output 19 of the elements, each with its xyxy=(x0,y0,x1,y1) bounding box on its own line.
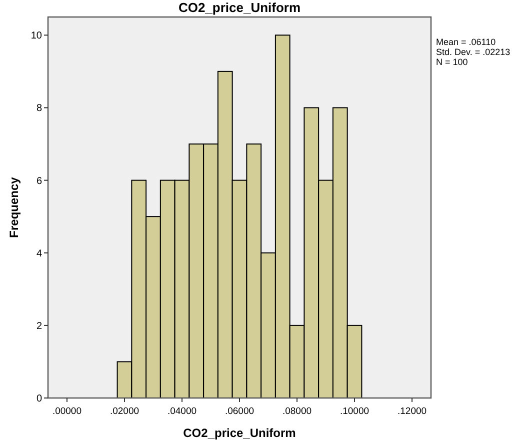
y-tick-label: 4 xyxy=(36,248,42,260)
x-tick-label: .04000 xyxy=(167,406,197,417)
y-tick-label: 2 xyxy=(36,320,42,332)
x-tick-label: .02000 xyxy=(110,406,140,417)
x-tick-label: .08000 xyxy=(282,406,312,417)
y-axis-title: Frequency xyxy=(7,176,21,238)
text: Std. Dev. = .02213 xyxy=(436,47,510,57)
x-tick-label: .10000 xyxy=(340,406,370,417)
y-tick-label: 6 xyxy=(36,176,42,187)
x-tick-label: .06000 xyxy=(224,406,254,417)
y-tick-label: 0 xyxy=(36,394,42,404)
text: Mean = .06110 xyxy=(436,37,496,47)
x-tick-label: .00000 xyxy=(52,406,82,417)
chart-title: CO2_price_Uniform xyxy=(178,0,301,15)
y-tick-label: 10 xyxy=(30,30,42,42)
y-tick-label: 8 xyxy=(36,103,42,114)
text: N = 100 xyxy=(436,57,468,67)
x-tick-label: .12000 xyxy=(397,406,427,417)
x-axis-title: CO2_price_Uniform xyxy=(183,426,296,440)
